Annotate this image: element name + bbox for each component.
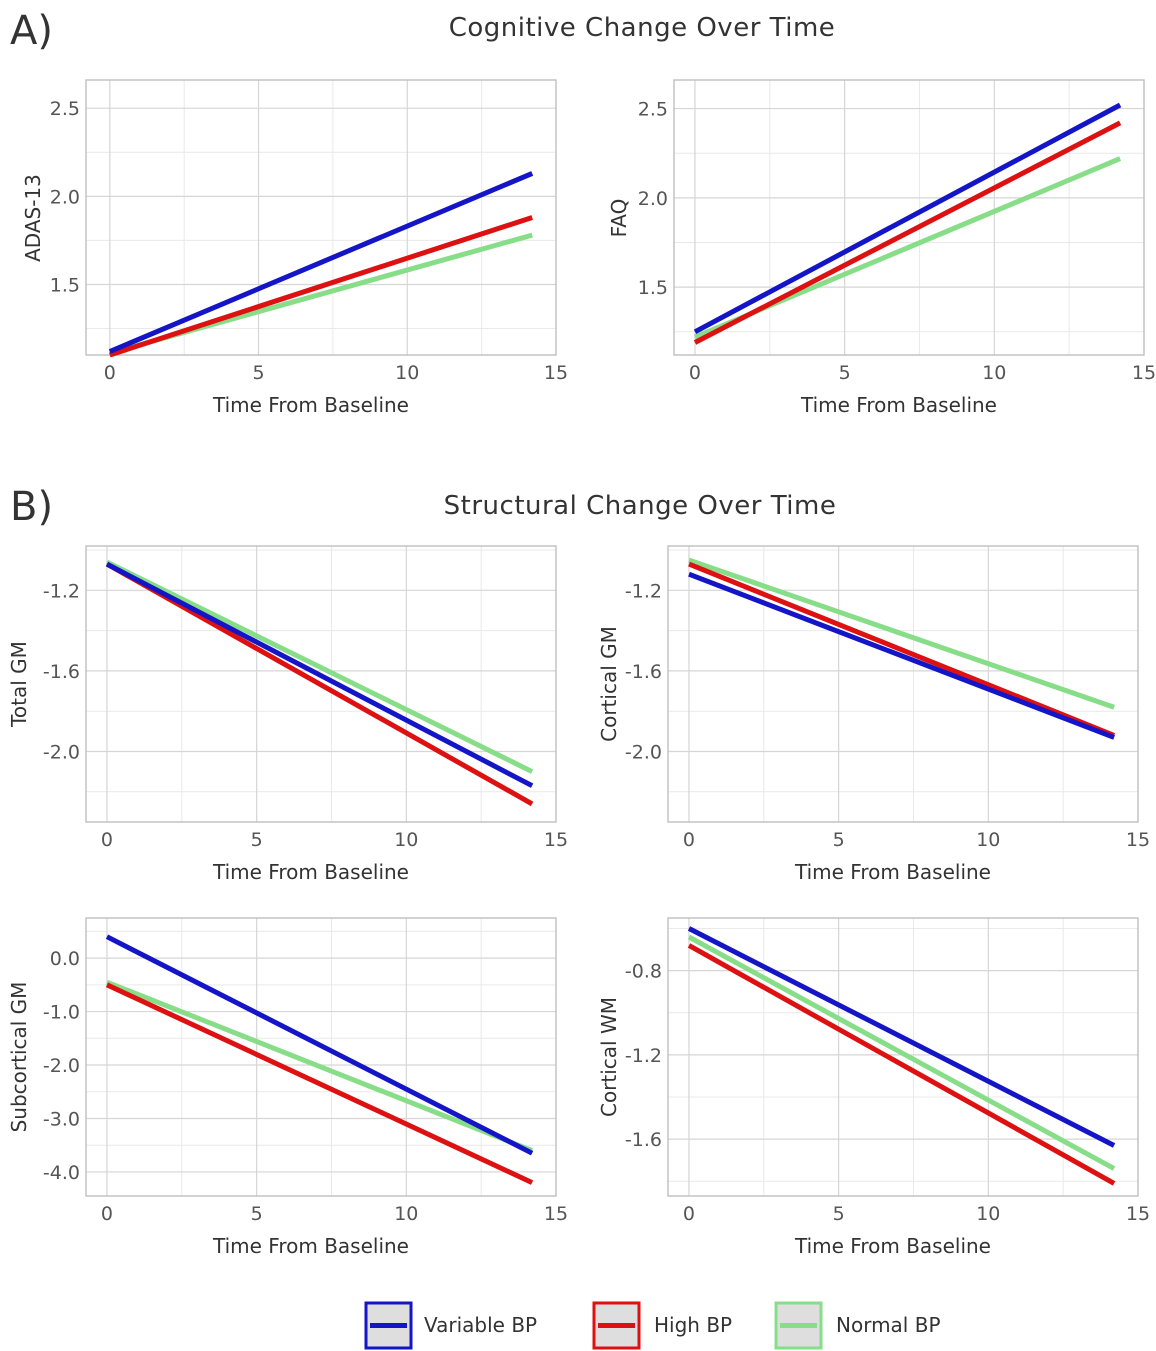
y-tick-label: -2.0 [43, 741, 80, 763]
y-tick-label: -0.8 [625, 961, 662, 983]
series-line-high-bp [687, 943, 1116, 1186]
x-tick-label: 0 [689, 362, 701, 384]
y-tick-label: 0.0 [50, 948, 80, 970]
legend-label: High BP [654, 1313, 732, 1337]
x-tick-label: 0 [683, 829, 695, 851]
series-line-variable-bp [693, 102, 1122, 335]
x-tick-label: 0 [101, 1203, 113, 1225]
plot-frame [85, 545, 557, 823]
y-tick-label: 2.0 [50, 186, 80, 208]
y-tick-label: -2.0 [43, 1055, 80, 1077]
y-tick-label: -1.0 [43, 1002, 80, 1024]
series-line-variable-bp [688, 571, 1115, 740]
legend-item: Variable BP [364, 1301, 537, 1350]
x-tick-label: 10 [395, 362, 419, 384]
y-tick-label: 2.5 [50, 98, 80, 120]
x-tick-label: 5 [833, 829, 845, 851]
y-axis-label: Total GM [7, 641, 31, 728]
y-axis-label: Cortical GM [597, 626, 621, 742]
x-axis-label: Time From Baseline [794, 860, 991, 884]
series-line-high-bp [688, 561, 1116, 738]
plot-frame [85, 917, 557, 1197]
x-tick-label: 0 [104, 362, 116, 384]
x-tick-label: 5 [251, 1203, 263, 1225]
y-axis-label: ADAS-13 [21, 174, 45, 262]
series-line-high-bp [105, 561, 534, 807]
x-tick-label: 0 [101, 829, 113, 851]
series-line-normal-bp [687, 934, 1116, 1171]
series-line-variable-bp [687, 926, 1116, 1148]
y-tick-label: -1.6 [625, 1129, 662, 1151]
x-tick-label: 5 [252, 362, 264, 384]
x-tick-label: 10 [982, 362, 1006, 384]
x-tick-label: 5 [251, 829, 263, 851]
legend-item: High BP [592, 1301, 732, 1350]
y-tick-label: -1.2 [43, 580, 80, 602]
plot-frame [673, 79, 1145, 356]
x-tick-label: 10 [976, 1203, 1000, 1225]
x-tick-label: 15 [544, 1203, 568, 1225]
y-tick-label: 1.5 [50, 274, 80, 296]
x-tick-label: 10 [394, 829, 418, 851]
plot-frame [667, 917, 1139, 1197]
x-tick-label: 15 [1126, 829, 1150, 851]
x-axis-label: Time From Baseline [794, 1234, 991, 1258]
series-line-variable-bp [105, 934, 534, 1156]
legend: Variable BP High BP Normal BP [364, 1301, 941, 1350]
y-tick-label: -1.6 [625, 661, 662, 683]
x-tick-label: 5 [839, 362, 851, 384]
y-axis-label: Subcortical GM [7, 982, 31, 1133]
y-tick-label: -1.2 [625, 1045, 662, 1067]
x-tick-label: 0 [683, 1203, 695, 1225]
series-line-normal-bp [106, 979, 534, 1153]
chart-panel: 0 5 10 15 -2.0 -1.6 -1.2 Time From Baseline Tota… [7, 545, 568, 884]
section-b-letter: B) [10, 484, 53, 530]
y-tick-label: -2.0 [625, 741, 662, 763]
series-line-high-bp [693, 120, 1122, 345]
series-line-normal-bp [688, 557, 1115, 710]
x-tick-label: 15 [1126, 1203, 1150, 1225]
y-tick-label: 1.5 [638, 277, 668, 299]
y-tick-label: -4.0 [43, 1162, 80, 1184]
chart-panel: 0 5 10 15 1.5 2.0 2.5 Time From Baseline ADAS-13 [21, 79, 568, 417]
chart-panel: 0 5 10 15 1.5 2.0 2.5 Time From Baseline FAQ [607, 79, 1156, 417]
charts: 0 5 10 15 1.5 2.0 2.5 Time From Baseline ADAS-13… [7, 79, 1156, 1258]
x-tick-label: 10 [394, 1203, 418, 1225]
y-axis-label: FAQ [607, 199, 631, 238]
series-line-high-bp [109, 215, 533, 358]
legend-label: Variable BP [424, 1313, 537, 1337]
x-axis-label: Time From Baseline [212, 1234, 409, 1258]
x-tick-label: 5 [833, 1203, 845, 1225]
legend-label: Normal BP [836, 1313, 941, 1337]
y-tick-label: -1.2 [625, 580, 662, 602]
y-tick-label: -1.6 [43, 661, 80, 683]
x-axis-label: Time From Baseline [212, 393, 409, 417]
series-line-variable-bp [105, 561, 534, 788]
y-tick-label: 2.0 [638, 188, 668, 210]
section-b-title: Structural Change Over Time [444, 491, 837, 521]
series-line-high-bp [105, 982, 534, 1185]
x-axis-label: Time From Baseline [212, 860, 409, 884]
plot-frame [667, 545, 1139, 823]
y-axis-label: Cortical WM [597, 997, 621, 1117]
chart-panel: 0 5 10 15 -2.0 -1.6 -1.2 Time From Baseline Cort… [597, 545, 1150, 884]
x-tick-label: 10 [976, 829, 1000, 851]
chart-panel: 0 5 10 15 -1.6 -1.2 -0.8 Time From Baseline Cort… [597, 917, 1150, 1258]
series-line-normal-bp [105, 559, 534, 774]
section-a-letter: A) [10, 8, 53, 54]
x-tick-label: 15 [1132, 362, 1156, 384]
chart-panel: 0 5 10 15 -4.0 -3.0 -2.0 -1.0 0.0 Time From Basel… [7, 917, 568, 1258]
legend-item: Normal BP [774, 1301, 941, 1350]
y-tick-label: -3.0 [43, 1108, 80, 1130]
plot-frame [85, 79, 557, 356]
x-tick-label: 15 [544, 362, 568, 384]
section-a-title: Cognitive Change Over Time [449, 13, 836, 43]
x-tick-label: 15 [544, 829, 568, 851]
series-line-variable-bp [108, 171, 534, 354]
x-axis-label: Time From Baseline [800, 393, 997, 417]
y-tick-label: 2.5 [638, 99, 668, 121]
